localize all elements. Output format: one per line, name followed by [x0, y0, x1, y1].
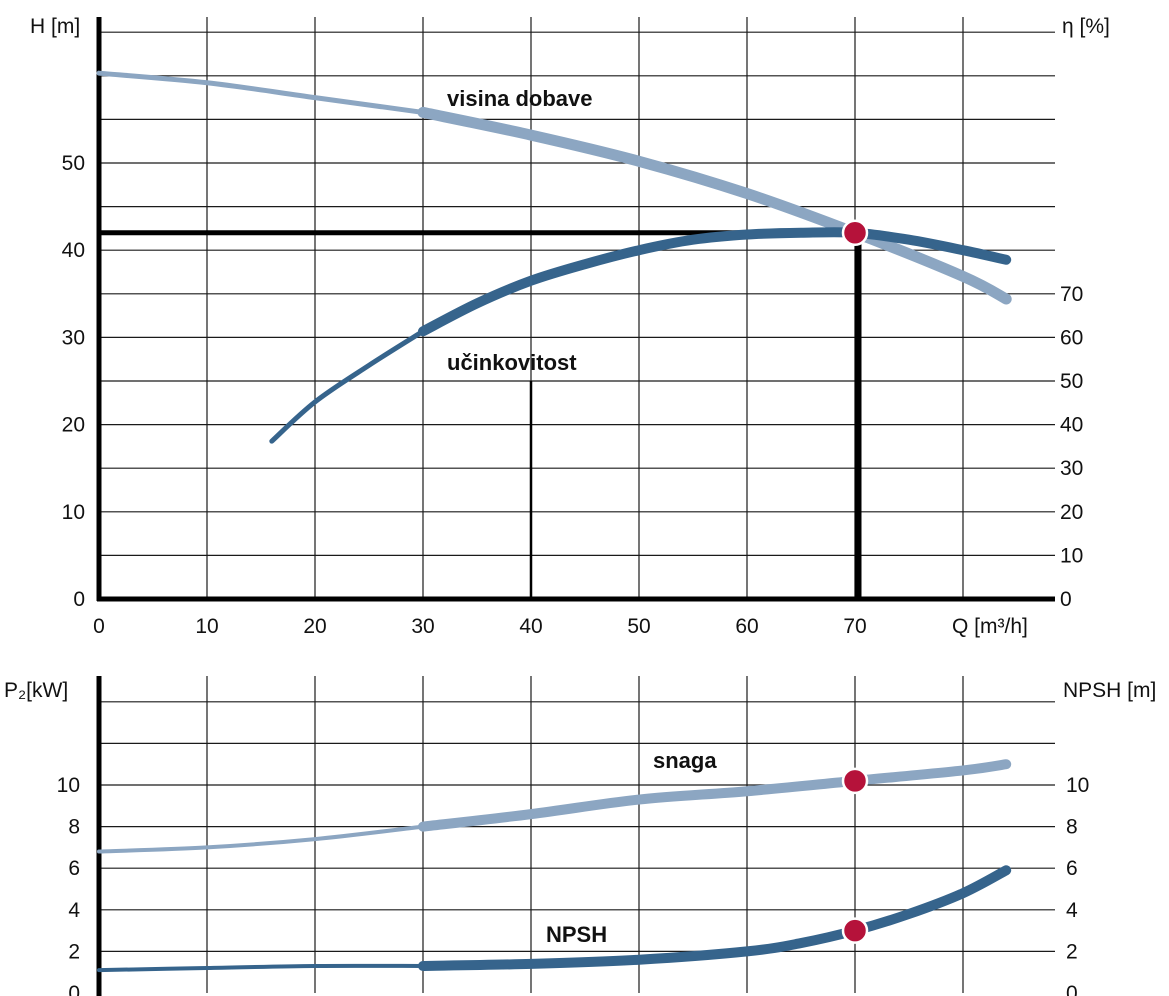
top-y-right-tick-label: 60 [1060, 326, 1083, 349]
bottom-y-left-tick-label: 2 [68, 940, 80, 963]
top-x-tick-label: 50 [627, 615, 650, 638]
bottom-y-left-tick-label: 8 [68, 816, 80, 839]
bottom-y-right-tick-label: 8 [1066, 816, 1078, 839]
top-x-axis-title: Q [m³/h] [952, 615, 1028, 638]
bottom-y-right-tick-label: 10 [1066, 774, 1089, 797]
npsh-line-thin [97, 963, 425, 973]
operating-point-marker [841, 767, 869, 795]
marks-layer [841, 219, 869, 944]
top-x-tick-label: 30 [411, 615, 434, 638]
top-x-tick-label: 0 [93, 615, 105, 638]
top-x-tick-label: 20 [303, 615, 326, 638]
series-label-visina-dobave: visina dobave [447, 86, 593, 111]
top-y-right-tick-label: 50 [1060, 370, 1083, 393]
bottom-y-left-tick-label: 0 [68, 982, 80, 996]
top-y-right-tick-label: 0 [1060, 588, 1072, 611]
snaga-line-thin [97, 824, 425, 854]
top-x-tick-label: 60 [735, 615, 758, 638]
top-chart-grid [96, 17, 1055, 602]
bottom-y-left-tick-label: 6 [68, 857, 80, 880]
snaga-line [418, 759, 1012, 832]
visina-dobave-line-thin [96, 70, 426, 115]
bottom-chart-grid [96, 676, 1055, 996]
series-label-ucinkovitost: učinkovitost [447, 350, 577, 375]
top-y-left-tick-label: 10 [62, 501, 85, 524]
bottom-y-left-tick-label: 10 [57, 774, 80, 797]
visina-dobave-line [417, 106, 1012, 305]
top-x-tick-label: 40 [519, 615, 542, 638]
bottom-y-right-tick-label: 6 [1066, 857, 1078, 880]
ucinkovitost-line [418, 227, 1012, 337]
top-y-left-tick-label: 50 [62, 152, 85, 175]
top-y-left-tick-label: 30 [62, 326, 85, 349]
top-y-axis-title-left: H [m] [30, 15, 80, 38]
ucinkovitost-line-thin [269, 328, 426, 444]
series-label-npsh: NPSH [546, 922, 607, 947]
top-y-left-tick-label: 0 [73, 588, 85, 611]
top-y-right-tick-label: 40 [1060, 414, 1083, 437]
series-label-snaga: snaga [653, 748, 717, 773]
top-y-right-tick-label: 20 [1060, 501, 1083, 524]
labels-layer: 0 10 20 30 40 50 60 700102030405001020304050607… [57, 152, 1090, 996]
operating-point-marker [841, 219, 869, 247]
bottom-y-right-tick-label: 0 [1066, 982, 1078, 996]
bottom-y-left-tick-label: 4 [68, 899, 80, 922]
top-y-left-tick-label: 20 [62, 414, 85, 437]
bottom-y-right-tick-label: 4 [1066, 899, 1078, 922]
top-y-right-tick-label: 70 [1060, 283, 1083, 306]
top-y-right-tick-label: 30 [1060, 457, 1083, 480]
npsh-line [418, 865, 1012, 971]
bottom-y-right-tick-label: 2 [1066, 940, 1078, 963]
series-layer [96, 70, 1012, 973]
top-x-tick-label: 70 [843, 615, 866, 638]
top-x-tick-label: 10 [195, 615, 218, 638]
top-y-right-tick-label: 10 [1060, 544, 1083, 567]
top-y-left-tick-label: 40 [62, 239, 85, 262]
operating-point-marker [841, 917, 869, 944]
bottom-y-axis-title-right: NPSH [m] [1063, 679, 1156, 702]
bottom-y-axis-title-left: P₂[kW] [4, 679, 68, 702]
top-y-axis-title-right: η [%] [1062, 15, 1110, 38]
